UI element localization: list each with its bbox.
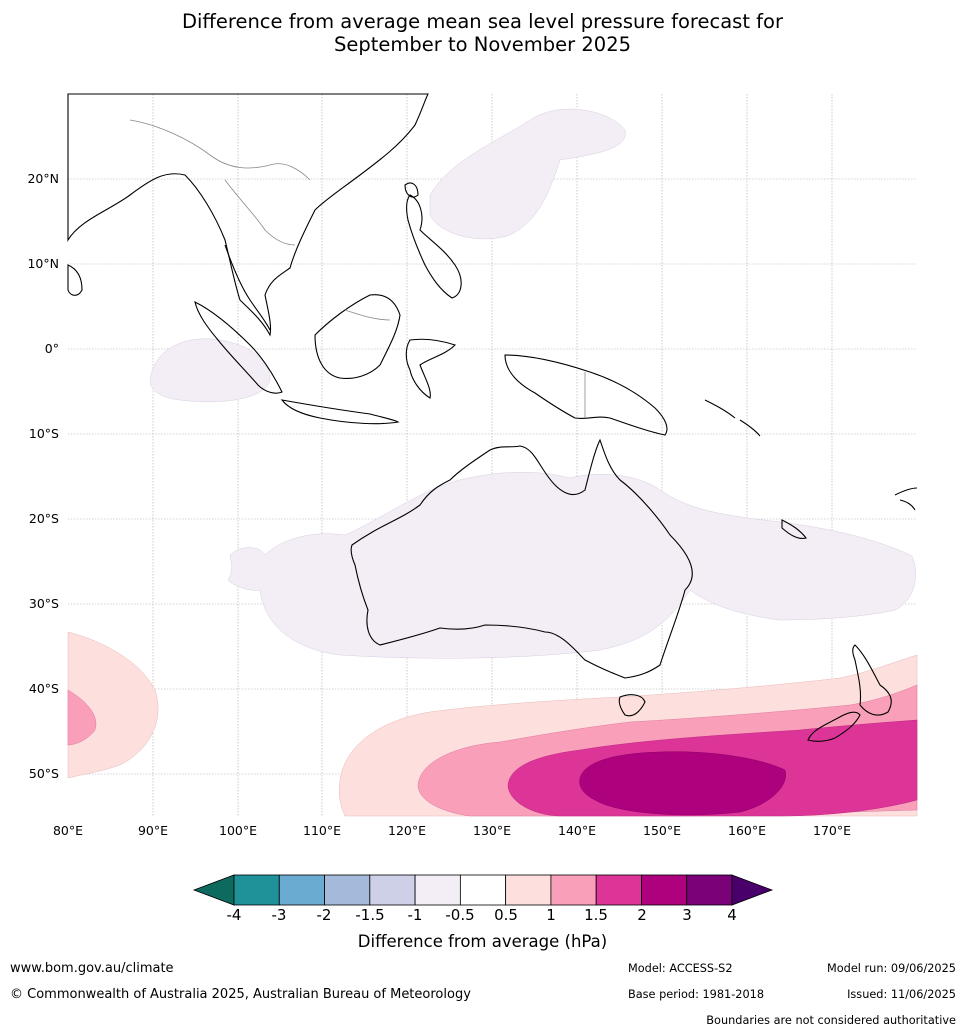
colorbar-swatch [686,874,733,906]
footer-model-run: Model run: 09/06/2025 [827,962,956,975]
chart-title: Difference from average mean sea level p… [0,10,965,56]
country-borders [129,119,586,418]
lon-label-170e: 170°E [812,823,852,838]
colorbar-tick-label: -3 [271,906,287,924]
colorbar-tick-label: 3 [682,906,692,924]
lat-label-10n: 10°N [27,256,59,271]
footer-issued: Issued: 11/06/2025 [847,988,956,1001]
lon-label-140e: 140°E [557,823,597,838]
colorbar-tick-label: -0.5 [445,906,475,924]
colorbar-swatch [595,874,642,906]
lat-label-20n: 20°N [27,171,59,186]
lat-label-20s: 20°S [28,511,59,526]
footer-base-period: Base period: 1981-2018 [628,988,765,1001]
lon-label-120e: 120°E [387,823,427,838]
colorbar-label: Difference from average (hPa) [357,932,608,951]
colorbar-tick-label: -1 [407,906,423,924]
philippines-coastline [406,194,462,299]
southern-ocean-pos-2 [579,751,787,816]
colorbar-tick-label: -1.5 [355,906,385,924]
colorbar-tick-label: 0.5 [494,906,518,924]
gridlines [68,94,917,816]
nz-north-island-coastline [852,644,892,716]
footer-url: www.bom.gov.au/climate [10,961,174,976]
nz-south-island-coastline [807,711,861,742]
java-coastline [280,399,400,425]
colorbar-tick-label: 1.5 [584,906,608,924]
lon-label-150e: 150°E [642,823,682,838]
sumatra-coastline [194,300,283,394]
coastlines [67,93,918,742]
new-caledonia-coastline [781,519,807,539]
lon-label-90e: 90°E [137,823,169,838]
west-indian-pos-05 [67,631,159,779]
colorbar-swatch [278,874,325,906]
solomon-islands-coastline [704,399,761,437]
anomaly-shading [67,108,918,817]
lat-label-30s: 30°S [28,596,59,611]
fiji-coastline [894,487,918,511]
lon-label-80e: 80°E [52,823,84,838]
colorbar-swatch [324,874,371,906]
sulawesi-coastline [405,338,457,399]
australia-anomaly-area [227,471,916,659]
tasmania-coastline [618,694,646,717]
north-pacific-anomaly-area [429,108,626,240]
australia-coastline [350,438,693,679]
lat-label-0: 0° [44,341,59,356]
colorbar-swatch [641,874,688,906]
colorbar-swatch [550,874,597,906]
colorbar-swatch [459,874,507,906]
colorbar-swatch [233,874,280,906]
lat-label-50s: 50°S [28,766,59,781]
colorbar-tick-label: 2 [637,906,647,924]
lat-label-40s: 40°S [28,681,59,696]
indian-ocean-anomaly-area [149,338,271,403]
footer-copyright: © Commonwealth of Australia 2025, Austra… [10,987,471,1002]
colorbar-tick-label: 1 [546,906,556,924]
colorbar-tick-label: 4 [727,906,737,924]
colorbar-extend-high [731,874,774,906]
colorbar [192,874,774,906]
footer-model: Model: ACCESS-S2 [628,962,733,975]
colorbar-tick-label: -4 [226,906,242,924]
lon-label-110e: 110°E [302,823,342,838]
malay-peninsula-coastline [224,244,271,331]
colorbar-swatch [369,874,416,906]
title-line-1: Difference from average mean sea level p… [182,10,783,33]
colorbar-swatch [505,874,552,906]
colorbar-tick-label: -2 [316,906,332,924]
asia-coastline [67,93,429,337]
borneo-coastline [314,294,401,379]
title-line-2: September to November 2025 [333,33,632,56]
footer-disclaimer: Boundaries are not considered authoritat… [706,1014,956,1027]
lon-label-100e: 100°E [218,823,258,838]
new-guinea-coastline [504,354,668,436]
lon-label-160e: 160°E [727,823,767,838]
lat-label-10s: 10°S [28,426,59,441]
taiwan-coastline [404,182,419,198]
lon-label-130e: 130°E [472,823,512,838]
west-indian-pos-1 [67,689,97,746]
colorbar-extend-low [192,874,235,906]
sri-lanka-coastline [67,264,83,296]
colorbar-swatch [414,874,461,906]
